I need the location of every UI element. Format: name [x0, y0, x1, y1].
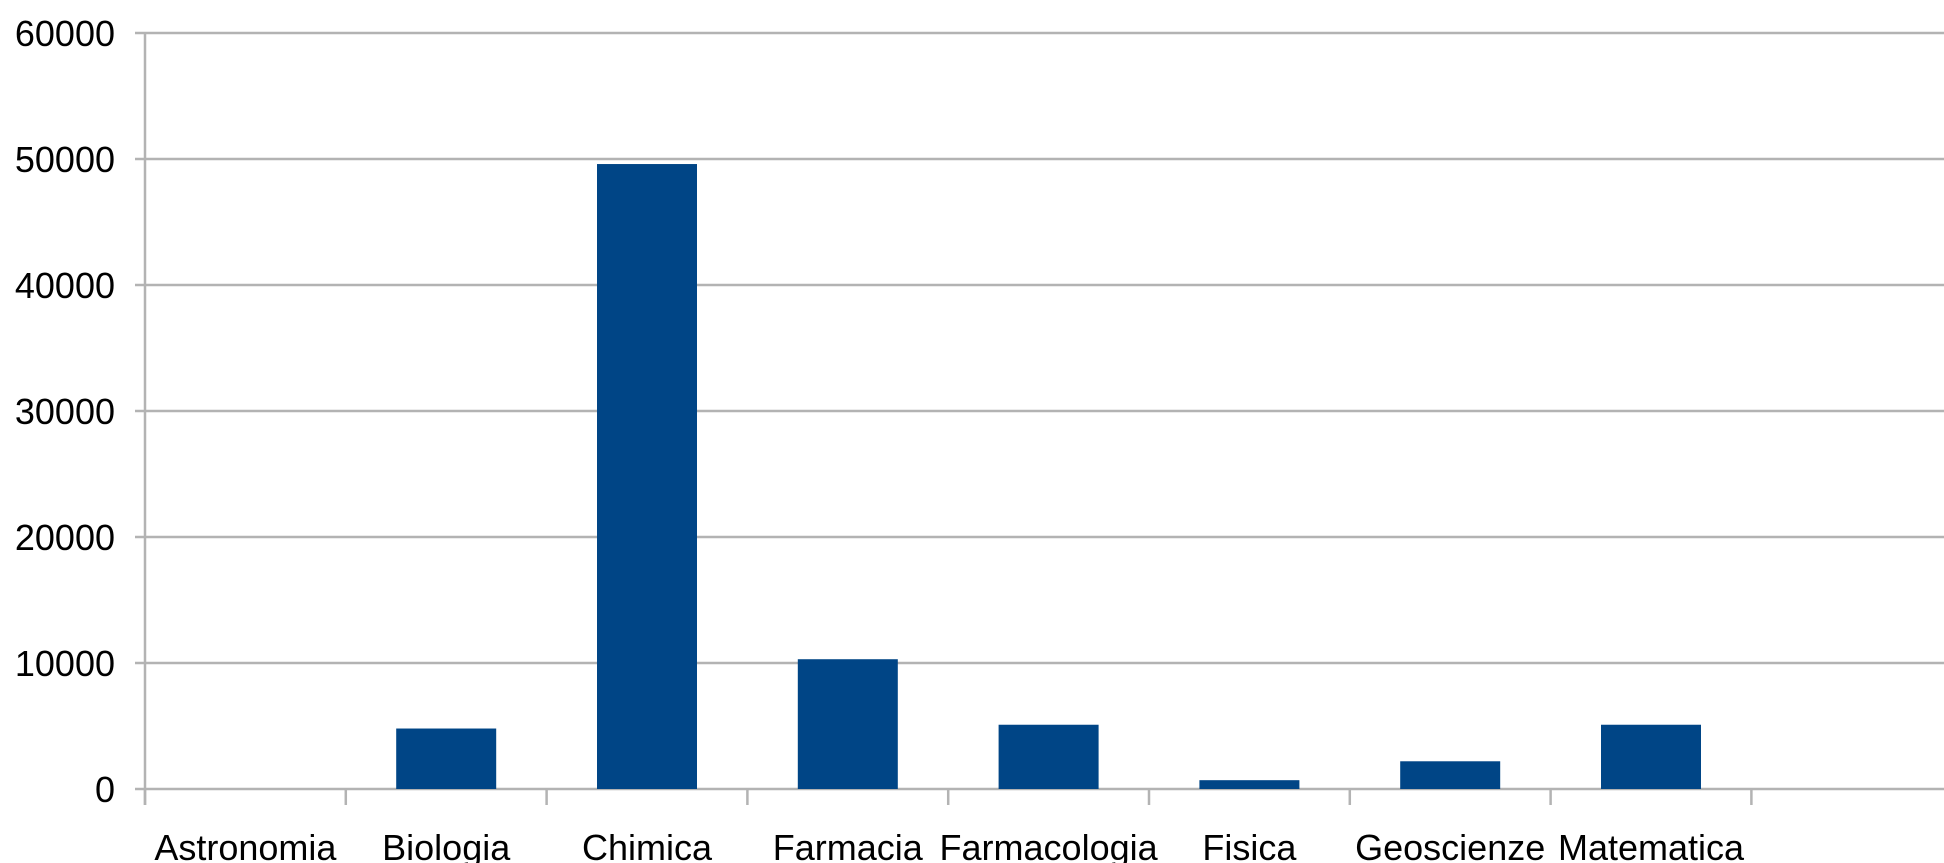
bar-chimica — [597, 164, 697, 790]
bar-farmacologia — [998, 724, 1099, 789]
x-category-label: Farmacia — [773, 827, 924, 863]
x-category-label: Fisica — [1202, 827, 1297, 863]
x-category-label: Chimica — [582, 827, 713, 863]
x-category-label: Matematica — [1558, 827, 1745, 863]
y-tick-labels: 0 10000 20000 30000 40000 50000 60000 — [15, 13, 115, 810]
bars — [396, 164, 1701, 790]
y-tick-label: 30000 — [15, 391, 115, 432]
y-tick-label: 20000 — [15, 517, 115, 558]
bar-fisica — [1199, 780, 1300, 789]
x-category-label: Geoscienze — [1355, 827, 1545, 863]
x-category-label: Astronomia — [154, 827, 337, 863]
y-tick-label: 0 — [95, 769, 115, 810]
bar-farmacia — [797, 659, 898, 789]
x-category-label: Biologia — [382, 827, 511, 863]
bar-biologia — [396, 728, 497, 789]
y-tick-label: 60000 — [15, 13, 115, 54]
x-category-label: Farmacologia — [940, 827, 1159, 863]
bar-matematica — [1601, 724, 1701, 789]
y-tick-label: 10000 — [15, 643, 115, 684]
grid-lines — [135, 31, 1944, 791]
x-category-labels: Astronomia Biologia Chimica Farmacia Farmaco… — [154, 827, 1745, 863]
y-tick-label: 50000 — [15, 139, 115, 180]
axes — [143, 33, 1753, 805]
y-tick-label: 40000 — [15, 265, 115, 306]
bar-geoscienze — [1400, 761, 1501, 789]
